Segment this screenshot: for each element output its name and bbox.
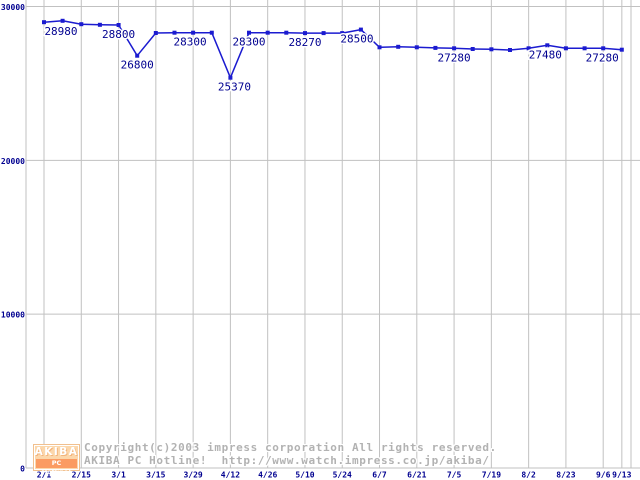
data-point-marker <box>358 27 363 32</box>
price-line <box>43 20 623 79</box>
y-tick-label: 0 <box>20 465 25 474</box>
data-point-marker <box>377 45 382 50</box>
point-value-label: 28270 <box>288 36 321 49</box>
x-tick-label: 3/1 <box>111 471 126 480</box>
data-point-marker <box>79 22 84 27</box>
data-point-marker <box>191 30 196 35</box>
data-point-marker <box>153 31 158 35</box>
point-value-label: 28300 <box>232 36 265 49</box>
data-point-marker <box>526 46 531 51</box>
y-tick-label: 30000 <box>1 3 25 12</box>
copyright-text: Copyright(c)2003 impress corporation All… <box>84 441 497 454</box>
x-tick-label: 8/2 <box>521 471 536 480</box>
data-point-marker <box>97 22 102 27</box>
akiba-pc-hotline-logo: AKIBA PC Hotline! <box>33 444 80 476</box>
data-point-marker <box>582 46 587 51</box>
point-value-label: 28980 <box>44 25 77 38</box>
x-tick-label: 7/5 <box>447 471 462 480</box>
data-point-marker <box>508 48 512 52</box>
data-point-marker <box>340 31 345 36</box>
data-point-marker <box>247 30 251 35</box>
price-line-series <box>42 18 624 80</box>
data-point-marker <box>321 31 326 36</box>
x-tick-label: 4/12 <box>221 471 240 480</box>
data-point-marker <box>619 47 624 52</box>
x-tick-label: 8/23 <box>556 471 575 480</box>
data-point-marker <box>172 30 177 35</box>
x-tick-label: 2/1 <box>37 471 52 480</box>
data-point-marker <box>209 30 214 35</box>
x-tick-label: 3/29 <box>183 471 202 480</box>
point-value-label: 28800 <box>102 28 135 41</box>
data-point-marker <box>489 47 494 52</box>
x-tick-label: 6/7 <box>372 471 387 480</box>
data-point-marker <box>265 30 270 35</box>
data-point-marker <box>284 30 289 35</box>
data-point-marker <box>396 44 401 49</box>
data-point-marker <box>452 46 457 51</box>
point-value-label: 25370 <box>218 81 251 94</box>
data-point-marker <box>303 31 307 36</box>
gridlines <box>25 0 640 469</box>
logo-title: AKIBA <box>34 446 79 458</box>
x-tick-label: 5/10 <box>295 471 314 480</box>
x-tick-label: 9/6 <box>596 471 611 480</box>
x-tick-label: 4/26 <box>258 471 277 480</box>
data-point-marker <box>601 46 606 51</box>
data-point-marker <box>228 75 233 80</box>
chart-labels: 30000 20000 10000 0 2/1 2/15 3/1 3/15 3/29 4/12 4/… <box>1 3 632 480</box>
data-point-marker <box>563 46 568 51</box>
x-tick-label: 9/13 <box>612 471 631 480</box>
point-value-label: 26800 <box>121 59 154 72</box>
point-value-label: 28300 <box>174 36 207 49</box>
point-value-label: 27480 <box>529 48 562 61</box>
point-value-label: 27280 <box>438 51 471 64</box>
site-url-text: AKIBA PC Hotline! http://www.watch.impre… <box>84 454 490 467</box>
x-tick-label: 7/19 <box>482 471 501 480</box>
point-value-label: 27280 <box>586 51 619 64</box>
y-tick-label: 10000 <box>1 311 25 320</box>
data-point-marker <box>470 47 475 51</box>
y-tick-label: 20000 <box>1 157 25 166</box>
data-point-marker <box>433 45 438 50</box>
logo-subtitle: PC Hotline! <box>36 459 77 476</box>
data-point-marker <box>135 53 140 58</box>
data-point-marker <box>414 45 419 50</box>
data-point-marker <box>60 18 65 23</box>
data-point-marker <box>42 20 46 25</box>
x-tick-label: 2/15 <box>72 471 91 480</box>
data-point-marker <box>116 23 121 27</box>
point-value-label: 28500 <box>340 33 373 46</box>
x-tick-label: 3/15 <box>146 471 165 480</box>
x-tick-label: 5/24 <box>333 471 352 480</box>
x-tick-label: 6/21 <box>407 471 426 480</box>
data-point-marker <box>545 43 550 48</box>
